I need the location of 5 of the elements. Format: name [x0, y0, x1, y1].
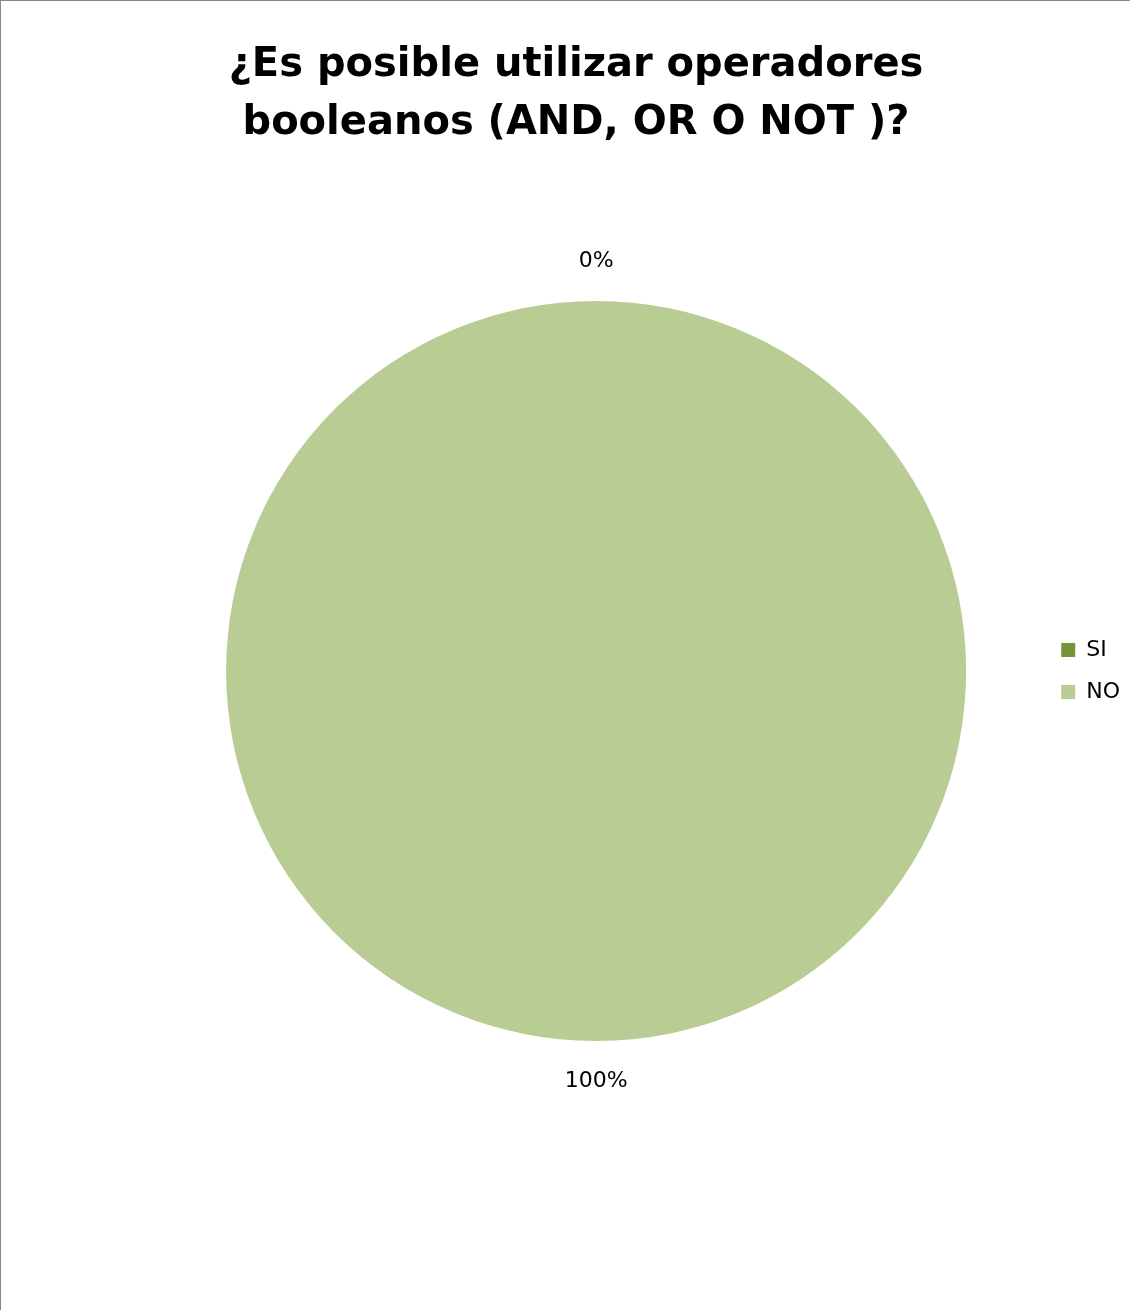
data-label: 100% [564, 1066, 628, 1092]
text: 0% [578, 246, 614, 272]
legend-label: NO [1086, 677, 1121, 703]
legend-label: SI [1086, 635, 1107, 661]
chart-title: ¿Es posible utilizar operadores booleanos (AND, OR O NOT )? [227, 38, 925, 145]
